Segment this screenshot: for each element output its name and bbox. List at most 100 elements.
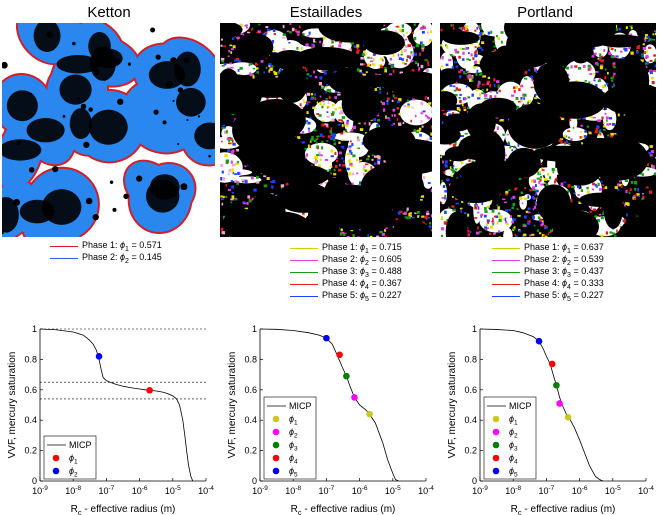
phase-name: Phase 1:	[82, 240, 121, 250]
y-tick-label: 0.6	[244, 385, 257, 395]
x-tick-label: 10-8	[65, 485, 81, 496]
chart-legend-box	[43, 435, 97, 480]
phase-marker	[351, 394, 358, 401]
y-axis-label: VVF, mercury saturation	[447, 352, 458, 459]
estaillades-micp-chart: 10-9 10-8 10-7 10-6 10-5 10-4 0 0.2 0.4 0.6 0.8 1 VV…	[227, 324, 434, 515]
phase-subscript: 2	[567, 259, 571, 267]
phase-value: = 0.333	[570, 278, 604, 288]
phase-legend-label: Phase 1: ϕ1 = 0.637	[524, 242, 604, 255]
phase-legend-swatch	[290, 284, 318, 285]
x-axis-label: Rc - effective radius (m)	[291, 504, 396, 515]
legend-label: ϕ1	[289, 414, 298, 427]
phase-subscript: 1	[567, 247, 571, 255]
x-axis-label: Rc - effective radius (m)	[71, 504, 176, 515]
panel-title-portland: Portland	[517, 4, 573, 21]
y-tick-label: 0.8	[24, 354, 37, 364]
x-tick-label: 10-5	[605, 485, 621, 496]
phase-legend-label: Phase 1: ϕ1 = 0.715	[322, 242, 402, 255]
phase-legend-label: Phase 5: ϕ5 = 0.227	[524, 290, 604, 303]
phase-value: = 0.488	[368, 266, 402, 276]
ketton-micp-chart: 10-9 10-8 10-7 10-6 10-5 10-4 0 0.2 0.4 0.6 0.8 1 VV…	[7, 324, 214, 515]
legend-dot-swatch	[492, 428, 500, 436]
phase-symbol: ϕ	[562, 266, 568, 276]
phase-name: Phase 2:	[322, 254, 361, 264]
y-tick-label: 0.2	[464, 446, 477, 456]
y-tick-label: 0.2	[24, 446, 37, 456]
y-tick-label: 0.8	[464, 354, 477, 364]
y-tick-label: 0.4	[244, 415, 257, 425]
phase-legend-label: Phase 3: ϕ3 = 0.437	[524, 266, 604, 279]
x-tick-label: 10-6	[352, 485, 368, 496]
phase-legend-label: Phase 5: ϕ5 = 0.227	[322, 290, 402, 303]
y-tick-label: 0.2	[244, 446, 257, 456]
phase-value: = 0.637	[570, 242, 604, 252]
y-tick-label: 1	[472, 324, 477, 334]
chart-legend-box	[483, 396, 537, 480]
legend-label: ϕ5	[509, 466, 518, 479]
phase-legend-swatch	[492, 272, 520, 273]
phase-symbol: ϕ	[120, 252, 126, 262]
phase-legend-label: Phase 2: ϕ2 = 0.145	[82, 252, 162, 265]
legend-label: ϕ4	[509, 453, 518, 466]
legend-dot-swatch	[492, 467, 500, 475]
legend-label: ϕ1	[69, 453, 78, 466]
phase-marker	[553, 381, 560, 389]
phase-subscript: 1	[365, 247, 369, 255]
phase-marker	[556, 400, 563, 407]
panel-title-ketton: Ketton	[87, 4, 131, 21]
micp-curve	[39, 328, 194, 482]
x-tick-label: 10-4	[638, 485, 654, 496]
phase-symbol: ϕ	[360, 278, 366, 288]
phase-legend-swatch	[492, 296, 520, 297]
phase-legend-swatch	[290, 296, 318, 297]
phase-symbol: ϕ	[562, 254, 568, 264]
x-tick-label: 10-7	[319, 485, 335, 496]
phase-name: Phase 2:	[524, 254, 563, 264]
estaillades-segmentation-image	[220, 23, 432, 237]
legend-dot-swatch	[52, 454, 60, 462]
phase-value: = 0.227	[570, 290, 604, 300]
phase-legend-swatch	[290, 260, 318, 261]
y-tick-label: 0.6	[24, 385, 37, 395]
phase-symbol: ϕ	[360, 242, 366, 252]
legend-dot-swatch	[272, 454, 280, 462]
phase-legend-swatch	[50, 258, 78, 259]
legend-label: ϕ5	[289, 466, 298, 479]
legend-label: ϕ1	[509, 414, 518, 427]
phase-marker	[336, 351, 343, 359]
phase-value: = 0.571	[128, 240, 162, 250]
y-axis-label: VVF, mercury saturation	[7, 352, 18, 459]
portland-segmentation-image	[440, 23, 656, 237]
portland-micp-chart: 10-9 10-8 10-7 10-6 10-5 10-4 0 0.2 0.4 0.6 0.8 1 VV…	[447, 324, 654, 515]
phase-legend-label: Phase 4: ϕ4 = 0.367	[322, 278, 402, 291]
x-axis-label: Rc - effective radius (m)	[511, 504, 616, 515]
phase-symbol: ϕ	[120, 240, 126, 250]
phase-subscript: 4	[567, 283, 571, 291]
phase-name: Phase 4:	[322, 278, 361, 288]
phase-marker	[535, 337, 543, 345]
x-tick-label: 10-8	[285, 485, 301, 496]
y-tick-label: 0	[252, 476, 257, 486]
phase-value: = 0.605	[368, 254, 402, 264]
legend-dot-swatch	[272, 441, 280, 449]
legend-label: ϕ2	[509, 427, 518, 440]
legend-label: MICP	[69, 440, 92, 450]
legend-dot-swatch	[272, 428, 280, 436]
x-tick-label: 10-6	[572, 485, 588, 496]
y-tick-label: 0	[32, 476, 37, 486]
phase-marker	[343, 372, 350, 380]
y-tick-label: 0.4	[24, 415, 37, 425]
phase-legend-label: Phase 3: ϕ3 = 0.488	[322, 266, 402, 279]
y-tick-label: 0	[472, 476, 477, 486]
x-tick-label: 10-9	[252, 485, 268, 496]
phase-marker	[146, 386, 153, 394]
phase-symbol: ϕ	[562, 278, 568, 288]
phase-marker	[548, 360, 556, 368]
phase-subscript: 5	[567, 295, 571, 303]
legend-label: MICP	[289, 401, 312, 411]
phase-subscript: 1	[125, 245, 129, 253]
legend-dot-swatch	[492, 415, 500, 423]
phase-legend-label: Phase 2: ϕ2 = 0.539	[524, 254, 604, 267]
legend-dot-swatch	[272, 415, 280, 423]
legend-dot-swatch	[272, 467, 280, 475]
